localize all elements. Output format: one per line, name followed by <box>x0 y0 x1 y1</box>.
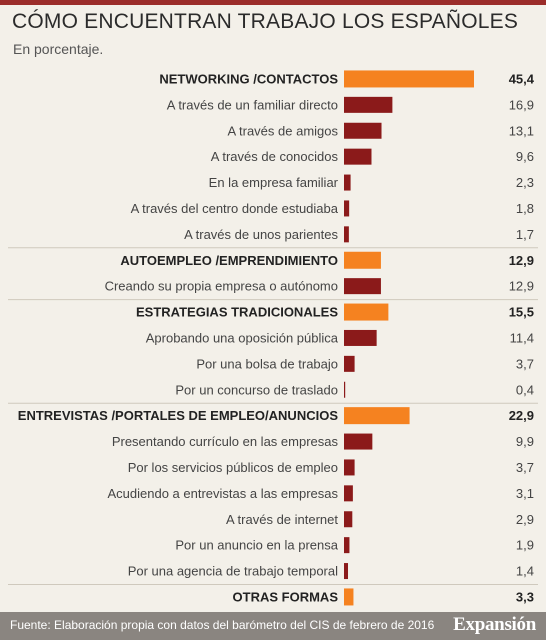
group-bar <box>344 70 474 88</box>
item-label: Por una agencia de trabajo temporal <box>128 564 338 579</box>
value-label: 3,1 <box>516 486 534 501</box>
item-bar <box>344 200 350 217</box>
bar-chart: NETWORKING /CONTACTOS 45,4 A través de un … <box>8 70 538 606</box>
item-label: En la empresa familiar <box>209 175 339 190</box>
item-bar <box>344 433 373 450</box>
top-accent-bar <box>0 0 546 5</box>
item-bar <box>344 96 393 113</box>
item-label: A través de unos parientes <box>184 227 338 242</box>
value-label: 1,8 <box>516 201 534 216</box>
source-note: Fuente: Elaboración propia con datos del… <box>10 618 435 632</box>
item-bar <box>344 563 349 580</box>
item-bar <box>344 537 350 554</box>
value-label: 2,9 <box>516 512 534 527</box>
item-bar <box>344 278 381 295</box>
group-bar <box>344 303 389 321</box>
item-bar <box>344 485 353 502</box>
item-label: A través de un familiar directo <box>167 97 338 112</box>
group-label: NETWORKING /CONTACTOS <box>159 71 338 86</box>
value-label: 3,3 <box>516 589 534 604</box>
group-bar <box>344 588 354 606</box>
group-label: ESTRATEGIAS TRADICIONALES <box>136 305 338 320</box>
item-label: A través de amigos <box>227 123 338 138</box>
item-bar <box>344 381 346 398</box>
chart-subtitle: En porcentaje. <box>13 41 104 57</box>
group-bar <box>344 407 410 425</box>
value-label: 15,5 <box>509 305 534 320</box>
brand-logo: Expansión <box>453 614 536 635</box>
item-bar <box>344 329 377 346</box>
value-label: 1,7 <box>516 227 534 242</box>
group-label: AUTOEMPLEO /EMPRENDIMIENTO <box>120 253 338 268</box>
value-label: 3,7 <box>516 356 534 371</box>
value-label: 11,4 <box>510 330 534 345</box>
footer-bar: Fuente: Elaboración propia con datos del… <box>0 612 546 640</box>
group-label: ENTREVISTAS /PORTALES DE EMPLEO/ANUNCIOS <box>18 408 339 423</box>
item-bar <box>344 355 355 372</box>
item-label: A través de conocidos <box>211 149 339 164</box>
value-label: 3,7 <box>516 460 534 475</box>
value-label: 45,4 <box>509 71 535 86</box>
value-label: 22,9 <box>509 408 534 423</box>
group-label: OTRAS FORMAS <box>233 589 339 604</box>
value-label: 1,4 <box>516 564 534 579</box>
chart-title: CÓMO ENCUENTRAN TRABAJO LOS ESPAÑOLES <box>12 10 519 33</box>
value-label: 12,9 <box>509 279 534 294</box>
item-label: Por una bolsa de trabajo <box>196 356 338 371</box>
value-label: 9,9 <box>516 434 534 449</box>
item-bar <box>344 226 349 243</box>
item-label: A través del centro donde estudiaba <box>131 201 339 216</box>
item-bar <box>344 459 355 476</box>
value-label: 13,1 <box>509 123 534 138</box>
group-bar <box>344 251 381 269</box>
item-label: Presentando currículo en las empresas <box>112 434 339 449</box>
item-label: Aprobando una oposición pública <box>146 330 339 345</box>
item-bar <box>344 122 382 139</box>
item-label: Por los servicios públicos de empleo <box>128 460 338 475</box>
item-bar <box>344 148 372 165</box>
value-label: 16,9 <box>509 97 534 112</box>
value-label: 2,3 <box>516 175 534 190</box>
item-label: Por un concurso de traslado <box>175 382 338 397</box>
value-label: 9,6 <box>516 149 534 164</box>
item-label: Creando su propia empresa o autónomo <box>105 279 338 294</box>
item-bar <box>344 511 353 528</box>
item-label: Por un anuncio en la prensa <box>175 538 338 553</box>
item-label: A través de internet <box>226 512 338 527</box>
item-bar <box>344 174 351 191</box>
item-label: Acudiendo a entrevistas a las empresas <box>107 486 338 501</box>
value-label: 1,9 <box>516 538 534 553</box>
value-label: 0,4 <box>516 382 534 397</box>
value-label: 12,9 <box>509 253 534 268</box>
